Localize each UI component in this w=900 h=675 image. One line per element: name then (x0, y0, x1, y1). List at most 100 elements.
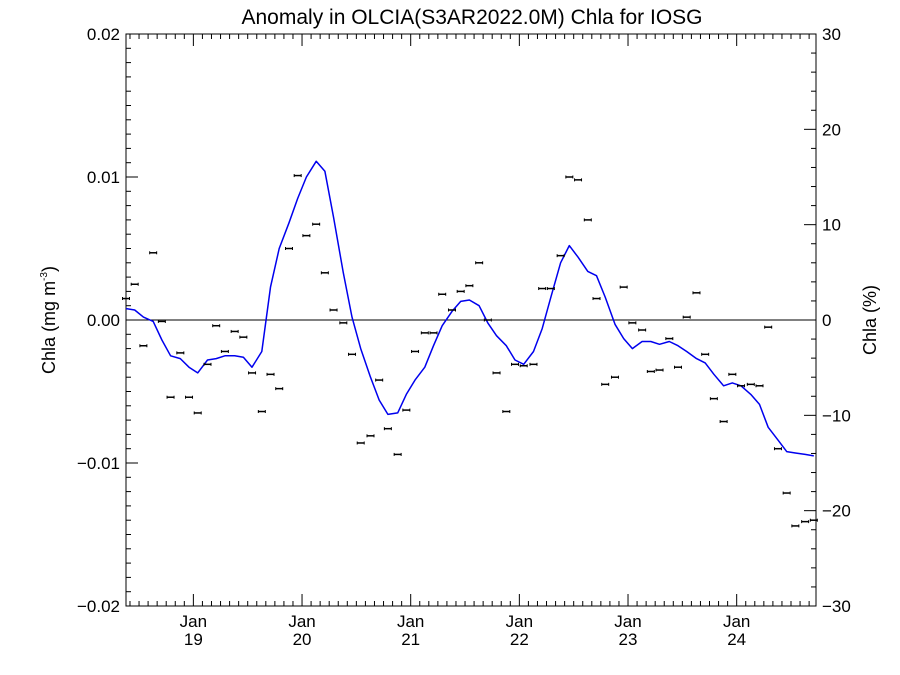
y-tick-label-left: −0.01 (77, 454, 120, 473)
data-point (130, 282, 139, 286)
y-tick-label-left: 0.02 (87, 25, 120, 44)
x-tick-label-year: 20 (293, 630, 312, 649)
data-point (538, 287, 547, 291)
data-point (574, 178, 583, 182)
data-point (511, 362, 520, 366)
data-point (692, 291, 701, 295)
y-tick-label-left: −0.02 (77, 597, 120, 616)
data-point (149, 251, 158, 255)
x-tick-label-month: Jan (397, 612, 424, 631)
data-point (475, 261, 484, 265)
data-point (312, 222, 321, 226)
data-point (674, 365, 682, 369)
data-point (556, 254, 565, 258)
data-point (546, 287, 555, 291)
data-point (293, 174, 302, 178)
data-point (275, 387, 284, 391)
data-point (519, 364, 528, 368)
data-point (529, 362, 538, 366)
data-point (383, 427, 392, 431)
x-tick-label-month: Jan (614, 612, 641, 631)
data-point (122, 297, 130, 301)
chart-title: Anomaly in OLCIA(S3AR2022.0M) Chla for I… (241, 6, 702, 29)
data-point (773, 447, 782, 451)
data-point (420, 331, 429, 335)
data-point (502, 410, 511, 414)
data-point (465, 284, 474, 288)
data-point (592, 297, 601, 301)
data-point (139, 344, 148, 348)
data-point (791, 524, 800, 528)
x-tick-label-month: Jan (180, 612, 207, 631)
data-point (284, 247, 293, 250)
data-point (565, 175, 574, 179)
data-point (809, 518, 818, 522)
x-tick-label-year: 24 (727, 630, 746, 649)
data-point (203, 362, 212, 366)
x-tick-label-month: Jan (288, 612, 315, 631)
y-axis-left-ticks: 0.02 0.01 0.00 −0.01 −0.02 (77, 25, 138, 616)
data-point (719, 420, 728, 424)
data-point (329, 308, 338, 312)
data-point (220, 349, 229, 353)
data-point (366, 434, 375, 438)
data-point (709, 397, 718, 401)
data-point (456, 289, 465, 293)
data-point (166, 395, 175, 399)
data-point (339, 321, 348, 325)
data-point (628, 321, 637, 325)
data-point (320, 271, 329, 275)
x-tick-label-month: Jan (723, 612, 750, 631)
data-point (447, 308, 456, 312)
data-point (239, 335, 248, 339)
data-point (646, 369, 655, 373)
data-point (230, 329, 239, 333)
x-tick-label-year: 19 (184, 630, 203, 649)
data-point (782, 491, 791, 495)
smoothed-series-group (125, 160, 814, 457)
data-point (411, 349, 420, 353)
data-point (610, 375, 619, 379)
data-point (801, 520, 810, 524)
data-point (737, 384, 746, 388)
data-point (185, 395, 194, 399)
data-point (212, 324, 221, 328)
y-tick-label-right: 20 (822, 120, 841, 139)
y-tick-label-left: 0.01 (87, 168, 120, 187)
x-tick-label-year: 23 (619, 630, 638, 649)
y-tick-label-right: −20 (822, 502, 851, 521)
data-point (157, 319, 166, 323)
data-point (619, 285, 628, 289)
data-point (402, 408, 411, 412)
data-point (429, 331, 438, 335)
data-point (393, 452, 402, 456)
data-point (266, 372, 275, 376)
data-point (375, 378, 384, 382)
data-point (655, 368, 664, 372)
data-point (638, 328, 647, 332)
monthly-anomaly-points (122, 174, 818, 528)
y-tick-label-right: 10 (822, 216, 841, 235)
smoothed-anomaly-line (125, 160, 814, 457)
y-axis-right-ticks: 30 20 10 0 −10 −20 −30 (804, 25, 851, 616)
y-tick-label-left: 0.00 (87, 311, 120, 330)
data-point (348, 352, 357, 356)
y-tick-label-right: 0 (822, 311, 831, 330)
data-point (583, 218, 592, 222)
data-point (701, 352, 710, 356)
x-tick-label-year: 22 (510, 630, 529, 649)
y-tick-label-right: 30 (822, 25, 841, 44)
data-point (728, 372, 737, 376)
data-point (764, 325, 773, 329)
data-point (665, 337, 674, 341)
data-point (248, 371, 257, 375)
data-point (682, 315, 691, 319)
data-point (755, 384, 764, 388)
data-point (438, 292, 447, 296)
data-point (483, 318, 492, 322)
y-axis-left-label: Chla (mg m-3) (39, 266, 59, 374)
data-point (601, 382, 610, 386)
y-tick-label-right: −10 (822, 406, 851, 425)
